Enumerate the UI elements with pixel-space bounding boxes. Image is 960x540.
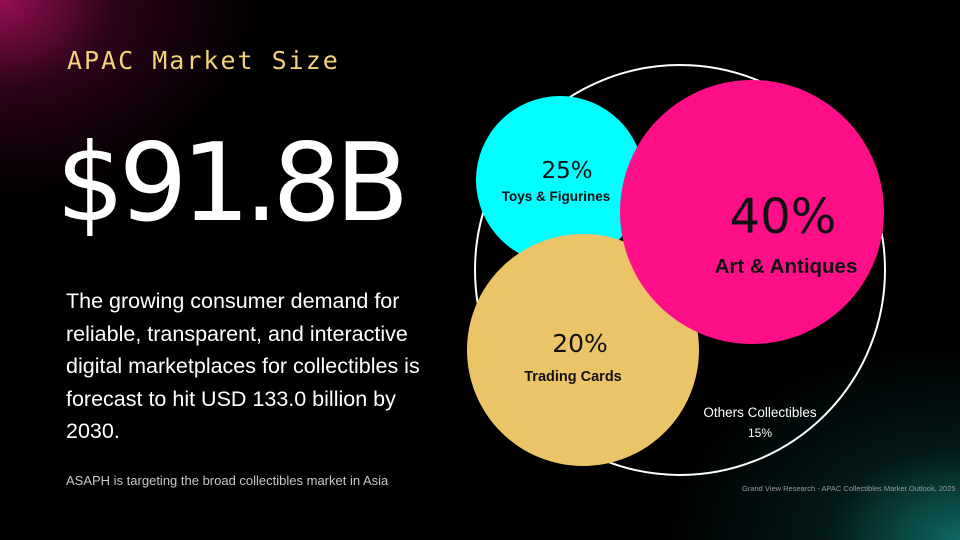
footnote: ASAPH is targeting the broad collectible… bbox=[66, 473, 389, 488]
slide-title: APAC Market Size bbox=[67, 46, 340, 75]
outer-ring bbox=[474, 64, 886, 476]
source-citation: Grand View Research - APAC Collectibles … bbox=[742, 484, 956, 493]
others-label: Others Collectibles bbox=[703, 405, 817, 420]
others-percent: 15% bbox=[748, 426, 772, 440]
art-percent: 40% bbox=[730, 189, 837, 245]
toys-percent: 25% bbox=[541, 158, 592, 184]
bubble-art-antiques bbox=[620, 80, 884, 344]
market-size-value: $91.8B bbox=[56, 121, 409, 246]
art-label: Art & Antiques bbox=[715, 255, 858, 278]
cards-label: Trading Cards bbox=[524, 369, 622, 385]
cards-percent: 20% bbox=[552, 329, 608, 358]
toys-label: Toys & Figurines bbox=[502, 189, 611, 204]
bubble-toys-figurines bbox=[476, 96, 644, 264]
bubble-trading-cards bbox=[467, 234, 699, 466]
market-description: The growing consumer demand for reliable… bbox=[66, 289, 420, 443]
